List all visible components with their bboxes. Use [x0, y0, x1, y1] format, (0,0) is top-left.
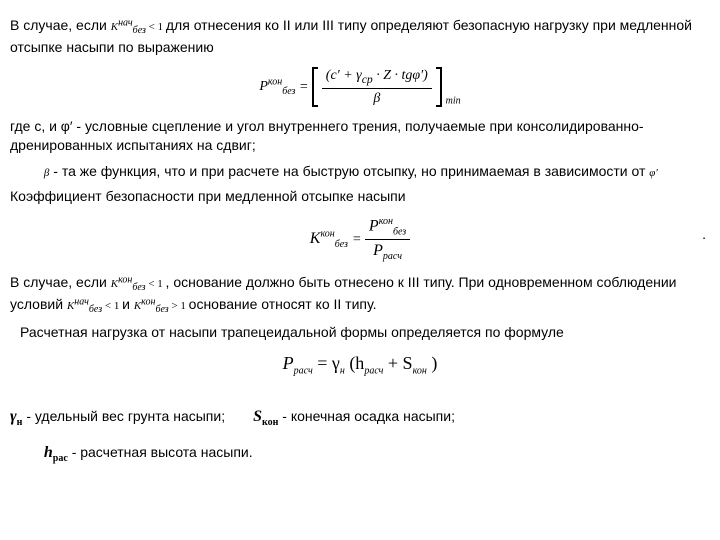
paren-close: ): [431, 353, 437, 373]
ineq: < 1: [146, 21, 166, 33]
denominator: Pрасч: [365, 240, 410, 264]
ineq: < 1: [146, 278, 166, 290]
text: и: [122, 296, 134, 312]
bracket-left: [312, 67, 318, 107]
sub: без: [133, 25, 146, 36]
numerator: Pконбез: [365, 215, 410, 241]
ineq: > 1: [169, 300, 189, 312]
paragraph-where: где c, и φ′ - условные сцепление и угол …: [10, 117, 710, 156]
min-sub: min: [446, 96, 461, 107]
sub: н: [17, 417, 23, 428]
text: В случае, если: [10, 17, 111, 33]
text: - та же функция, что и при расчете на бы…: [53, 163, 649, 179]
numerator: (c′ + γcp · Z · tgφ′): [322, 66, 432, 89]
sup: нач: [118, 17, 133, 28]
var-s: S: [253, 408, 262, 425]
paragraph-beta: β - та же функция, что и при расчете на …: [10, 162, 710, 182]
sub: рас: [53, 453, 68, 464]
var-phi: φ′: [649, 167, 658, 179]
formula-1: Pконбез = (c′ + γcp · Z · tgφ′) β min: [10, 66, 710, 109]
denominator: β: [322, 89, 432, 109]
sub: расч: [294, 365, 313, 376]
var-beta: β: [44, 167, 49, 179]
formula-3: Pрасч = γн (hрасч + Sкон ): [10, 351, 710, 379]
var-p: P: [369, 217, 379, 234]
equals: = γ: [317, 353, 340, 373]
sub: без: [155, 304, 168, 315]
sub: без: [282, 86, 295, 97]
equals: =: [299, 79, 312, 94]
formula-2: Kконбез = Pконбез Pрасч .: [10, 215, 710, 265]
sup: кон: [379, 216, 393, 227]
var-p: P: [373, 242, 383, 259]
bracket-right: [436, 67, 442, 107]
var-gamma: γ: [10, 408, 17, 425]
text: - удельный вес грунта насыпи;: [26, 408, 225, 424]
text: - расчетная высота насыпи.: [72, 444, 253, 460]
sub: без: [335, 239, 348, 250]
var-h: h: [44, 444, 53, 461]
sub: расч: [383, 252, 402, 263]
var-p: P: [259, 79, 268, 94]
text: основание относят ко II типу.: [189, 296, 377, 312]
sub: без: [132, 282, 145, 293]
symbol-row-1: γн - удельный вес грунта насыпи; Sкон - …: [10, 406, 710, 430]
paren: (h: [349, 353, 364, 373]
sub: расч: [364, 365, 383, 376]
equals: =: [352, 232, 365, 247]
sub: кон: [413, 365, 427, 376]
sup: кон: [118, 274, 132, 285]
paragraph-6: Расчетная нагрузка от насыпи трапецеидал…: [10, 323, 710, 343]
var-k: K: [310, 230, 321, 247]
sup: кон: [268, 76, 282, 87]
plus: + S: [388, 353, 413, 373]
sup: кон: [320, 228, 334, 239]
sub: н: [340, 365, 345, 376]
text: - конечная осадка насыпи;: [282, 408, 455, 424]
sub: кон: [262, 417, 278, 428]
sup: нач: [74, 296, 89, 307]
var-p: P: [283, 353, 294, 373]
var-k: K: [111, 21, 118, 33]
paragraph-4: Коэффициент безопасности при медленной о…: [10, 187, 710, 207]
paragraph-5: В случае, если Kконбез < 1 , основание д…: [10, 273, 710, 317]
ineq: < 1: [102, 300, 122, 312]
period: .: [702, 225, 706, 245]
var-k: K: [111, 278, 118, 290]
sub: без: [393, 226, 406, 237]
sup: кон: [141, 296, 155, 307]
symbol-row-2: hрас - расчетная высота насыпи.: [10, 442, 710, 466]
paragraph-1: В случае, если Kначбез < 1 для отнесения…: [10, 16, 710, 58]
sub: без: [89, 304, 102, 315]
text: В случае, если: [10, 274, 111, 290]
